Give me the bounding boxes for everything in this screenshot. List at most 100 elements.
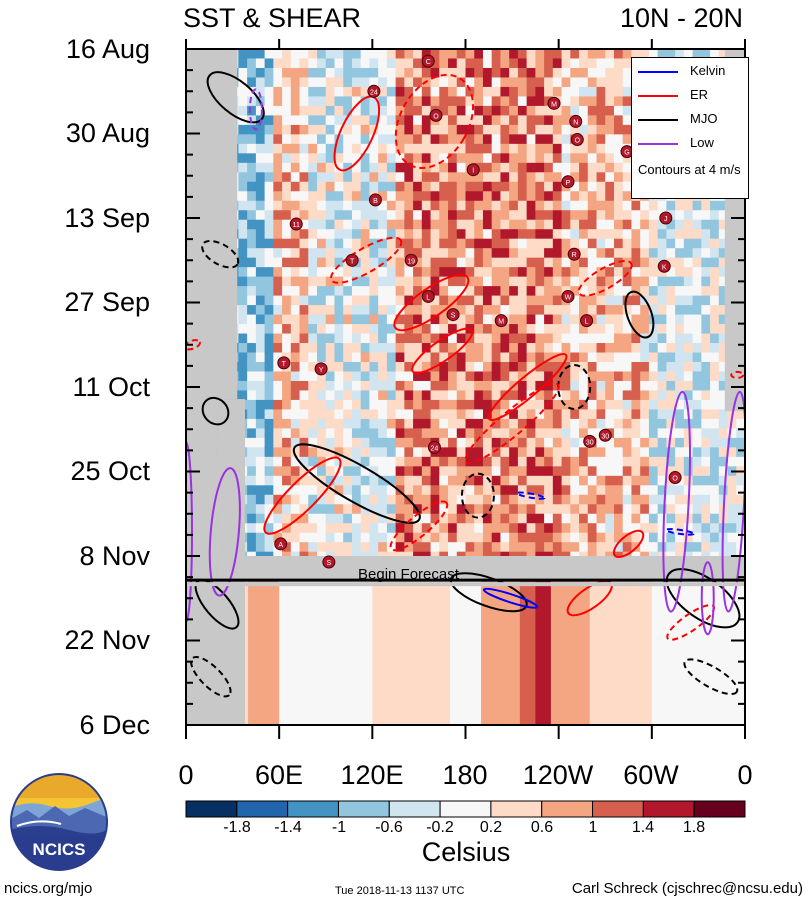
heatmap-cell	[343, 229, 353, 240]
heatmap-cell	[255, 333, 266, 344]
heatmap-cell	[613, 485, 624, 496]
heatmap-cell	[509, 77, 519, 88]
heatmap-cell	[579, 58, 589, 69]
heatmap-cell	[247, 409, 257, 420]
heatmap-cell	[631, 238, 641, 249]
heatmap-cell	[500, 428, 510, 439]
heatmap-cell	[544, 305, 554, 316]
heatmap-cell	[605, 162, 615, 173]
heatmap-cell	[517, 286, 528, 297]
heatmap-cell	[482, 172, 493, 183]
heatmap-cell	[701, 257, 711, 268]
heatmap-cell	[683, 437, 694, 448]
heatmap-cell	[448, 229, 458, 240]
heatmap-cell	[657, 352, 667, 363]
heatmap-cell	[395, 162, 405, 173]
heatmap-cell	[718, 343, 729, 354]
heatmap-cell	[474, 390, 484, 401]
heatmap-cell	[290, 105, 301, 116]
heatmap-cell	[290, 437, 301, 448]
heatmap-cell	[535, 276, 545, 287]
heatmap-cell	[404, 542, 414, 553]
footer-url[interactable]: ncics.org/mjo	[4, 880, 93, 897]
heatmap-cell	[579, 456, 589, 467]
heatmap-cell	[317, 143, 327, 154]
heatmap-cell	[535, 371, 545, 382]
heatmap-cell	[369, 219, 379, 230]
heatmap-cell	[622, 115, 633, 126]
heatmap-cell	[675, 437, 685, 448]
heatmap-cell	[273, 86, 283, 98]
heatmap-cell	[456, 248, 467, 259]
heatmap-cell	[273, 409, 283, 420]
heatmap-cell	[430, 485, 440, 496]
heatmap-cell	[701, 513, 711, 524]
heatmap-cell	[334, 409, 344, 420]
heatmap-cell	[596, 418, 606, 429]
heatmap-cell	[395, 409, 405, 420]
heatmap-cell	[666, 456, 676, 467]
heatmap-cell	[605, 513, 615, 524]
heatmap-cell	[351, 305, 362, 316]
heatmap-cell	[526, 238, 536, 249]
heatmap-cell	[648, 343, 659, 354]
heatmap-cell	[360, 124, 371, 135]
heatmap-cell	[264, 267, 274, 278]
heatmap-cell	[290, 523, 301, 534]
x-tick-label: 0	[737, 760, 753, 790]
heatmap-cell	[273, 399, 283, 411]
storm-marker-label: B	[373, 198, 378, 205]
heatmap-cell	[308, 333, 318, 344]
heatmap-cell	[474, 314, 484, 325]
heatmap-cell	[369, 343, 379, 354]
heatmap-cell	[561, 67, 571, 79]
heatmap-cell	[273, 466, 283, 477]
heatmap-cell	[325, 238, 336, 249]
heatmap-cell	[622, 494, 633, 505]
heatmap-cell	[692, 49, 702, 60]
heatmap-cell	[456, 200, 467, 211]
heatmap-cell	[509, 181, 519, 192]
heatmap-cell	[465, 504, 475, 515]
heatmap-cell	[290, 153, 301, 164]
heatmap-cell	[579, 352, 589, 363]
heatmap-cell	[517, 58, 528, 69]
heatmap-cell	[360, 494, 371, 505]
heatmap-cell	[596, 542, 606, 553]
heatmap-cell	[587, 257, 598, 268]
heatmap-cell	[605, 200, 615, 211]
heatmap-cell	[317, 181, 327, 192]
heatmap-cell	[448, 153, 458, 164]
heatmap-cell	[710, 513, 720, 524]
heatmap-cell	[351, 494, 362, 505]
heatmap-cell	[544, 153, 554, 164]
heatmap-cell	[395, 343, 405, 354]
heatmap-cell	[640, 257, 650, 268]
heatmap-cell	[404, 380, 414, 392]
heatmap-cell	[579, 542, 589, 553]
heatmap-cell	[552, 324, 563, 335]
heatmap-cell	[386, 409, 397, 420]
heatmap-cell	[430, 523, 440, 534]
storm-marker-dot	[547, 96, 561, 110]
heatmap-cell	[308, 314, 318, 325]
heatmap-cell	[482, 58, 493, 69]
heatmap-cell	[299, 324, 309, 335]
heatmap-cell	[640, 542, 650, 553]
heatmap-cell	[413, 229, 423, 240]
heatmap-cell	[378, 115, 388, 126]
heatmap-cell	[482, 115, 493, 126]
heatmap-cell	[544, 343, 554, 354]
heatmap-cell	[482, 267, 493, 278]
heatmap-cell	[587, 67, 598, 79]
heatmap-cell	[517, 352, 528, 363]
heatmap-cell	[500, 361, 510, 373]
heatmap-cell	[404, 58, 414, 69]
heatmap-cell	[500, 49, 510, 60]
heatmap-cell	[640, 504, 650, 515]
heatmap-cell	[517, 105, 528, 116]
heatmap-cell	[421, 333, 432, 344]
heatmap-cell	[579, 267, 589, 278]
heatmap-cell	[648, 380, 659, 392]
heatmap-cell	[308, 352, 318, 363]
